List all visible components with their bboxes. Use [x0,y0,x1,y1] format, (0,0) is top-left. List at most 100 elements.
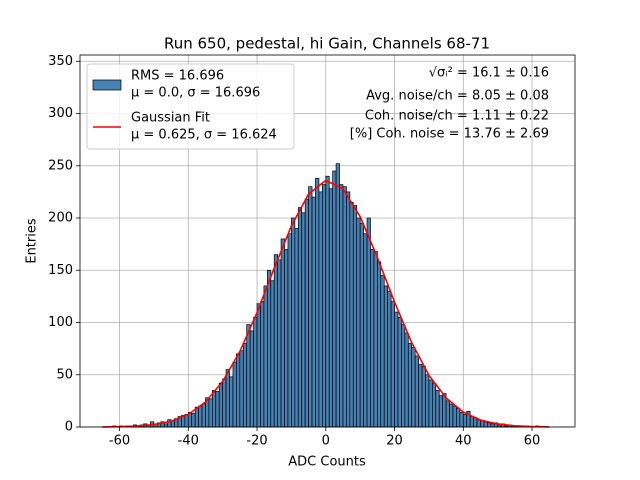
bar [260,301,265,428]
bar [449,403,454,428]
bar [304,198,309,428]
bar [287,233,292,428]
bar [480,420,485,428]
bar [249,330,254,428]
bar [442,393,447,428]
bar [339,184,344,428]
y-tick-label: 50 [56,367,73,382]
bar [486,422,492,428]
bar [469,416,474,428]
bar [383,285,389,428]
bar [394,311,399,428]
x-tick-label: 40 [455,434,472,449]
bar [445,400,450,428]
bar [435,390,440,428]
bar [263,285,268,428]
legend-label: Gaussian Fit [131,111,210,126]
chart-title: Run 650, pedestal, hi Gain, Channels 68-… [164,35,490,53]
bar [321,184,327,428]
y-tick-label: 350 [48,54,73,69]
bar [397,316,402,428]
bar [194,406,199,428]
bar [356,217,361,428]
bar [253,316,258,428]
bar [349,201,354,428]
bar [425,374,430,428]
annotations: √σᵢ² = 16.1 ± 0.16 Avg. noise/ch = 8.05 ±… [350,66,549,142]
bar [218,382,224,428]
bar [297,207,303,428]
legend: RMS = 16.696 μ = 0.0, σ = 16.696 Gaussian … [86,63,295,150]
bar [346,191,351,428]
bar [201,403,206,428]
bar [328,188,334,428]
ticks: -60 -40 -20 0 20 40 60 0 50 100 150 200 250 300 350 [48,54,540,449]
bar [363,233,368,428]
legend-label: μ = 0.0, σ = 16.696 [131,86,260,101]
bar [232,361,237,428]
bar [236,353,241,428]
bar [456,407,461,428]
legend-label: μ = 0.625, σ = 16.624 [131,128,277,143]
bar [380,275,385,428]
bar [483,421,488,428]
bar [277,259,282,428]
bar [459,412,464,428]
bar [370,249,375,428]
bar [266,269,272,428]
bar [428,379,433,428]
y-tick-label: 100 [48,315,73,330]
bar [325,175,330,428]
bar [476,419,481,428]
x-tick-label: -40 [178,434,199,449]
x-tick-label: 0 [322,434,330,449]
bar [431,382,437,428]
bar [229,376,234,428]
bar [411,347,416,428]
bar [352,205,358,428]
legend-label: RMS = 16.696 [131,69,224,84]
bar [301,212,306,428]
bar [462,414,468,428]
bar [294,228,299,428]
annotation: Avg. noise/ch = 8.05 ± 0.08 [366,89,549,104]
fit-line [102,179,550,428]
y-axis-label: Entries [25,218,40,264]
legend-box [86,63,295,150]
bar [407,343,413,428]
bar [359,222,364,428]
bar [198,405,203,428]
bar [211,390,217,428]
bar [273,254,279,428]
x-tick-label: -20 [246,434,267,449]
fit [102,179,550,428]
bar [239,350,244,428]
bar [366,217,371,428]
x-tick-label: 60 [524,434,541,449]
bar [390,301,395,428]
bar [208,398,213,428]
bar [421,366,426,428]
bar [246,324,251,428]
bar [418,363,423,428]
bar [387,290,392,428]
bar [401,324,406,428]
y-tick-label: 0 [65,420,73,435]
bar [438,395,444,428]
bar [404,332,409,428]
y-tick-label: 300 [48,106,73,121]
annotation: √σᵢ² = 16.1 ± 0.16 [429,66,549,81]
bar [414,355,419,428]
legend-patch [92,79,122,91]
annotation: Coh. noise/ch = 1.11 ± 0.22 [365,109,549,124]
bar [163,423,169,428]
bar [311,196,316,428]
bar [222,378,227,428]
y-tick-label: 250 [48,158,73,173]
bar [291,217,296,428]
x-tick-label: 20 [386,434,403,449]
bar [270,280,275,428]
bar [318,191,323,428]
